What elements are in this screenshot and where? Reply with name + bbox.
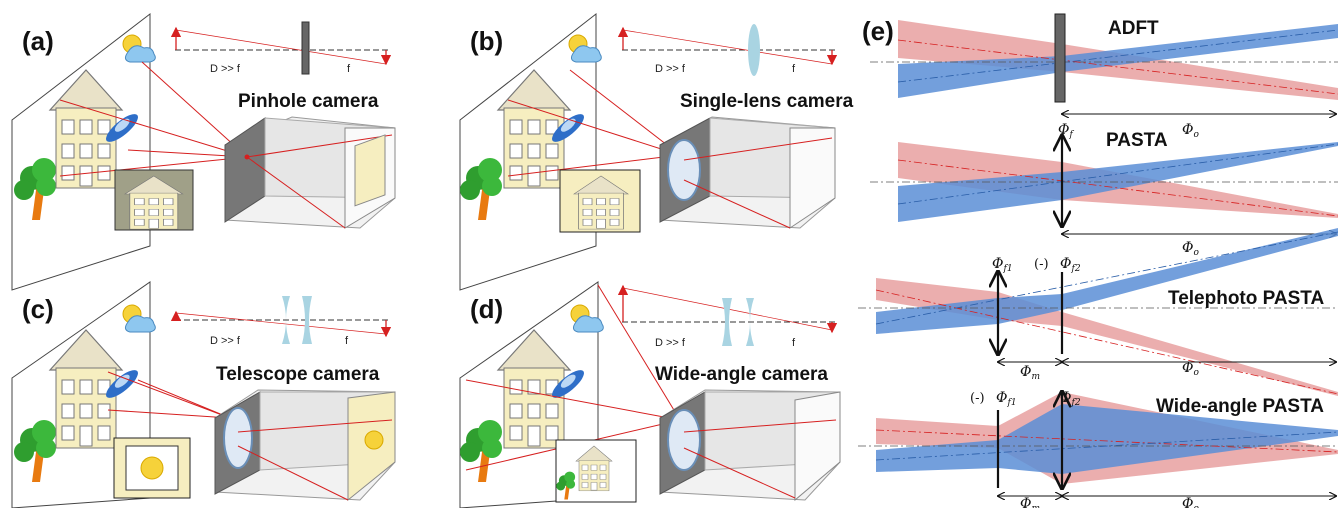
pinhole-plate xyxy=(301,21,310,75)
panel-d: (d) D >> f f Wide-angle camera xyxy=(459,281,841,508)
panel-label-e: (e) xyxy=(862,16,894,46)
row-adft: ADFT Φo xyxy=(870,13,1338,140)
focal-label: f xyxy=(792,337,796,349)
phi-f-label: Φf xyxy=(1058,122,1074,140)
distance-label: D >> f xyxy=(655,337,686,349)
lens-schematic-concave xyxy=(302,296,312,344)
panel-c: (c) D >> f f Telescope camera xyxy=(11,281,396,508)
panel-title-a: Pinhole camera xyxy=(238,91,379,112)
focal-label: f xyxy=(792,63,796,75)
panel-b: (b) D >> f f Single-lens camera xyxy=(459,12,854,291)
lens-schematic-convex xyxy=(746,298,754,346)
negative-sign: (-) xyxy=(1034,257,1049,272)
lens xyxy=(223,407,253,469)
distance-label: D >> f xyxy=(210,63,241,75)
panel-a: (a) D >> f f Pinhole camera xyxy=(11,12,396,291)
panel-e: (e) ADFT Φo PASTA Φf Φo xyxy=(858,13,1338,508)
panel-label-b: (b) xyxy=(470,26,503,56)
lens xyxy=(667,409,701,471)
row-telephoto-pasta: Telephoto PASTA Φf1 (-) Φf2 Φm Φo xyxy=(858,228,1338,396)
panel-title-d: Wide-angle camera xyxy=(655,364,828,385)
row-title-adft: ADFT xyxy=(1108,18,1159,39)
phi-f2-label: Φf2 xyxy=(1060,256,1081,274)
panel-label-c: (c) xyxy=(22,294,54,324)
panel-label-d: (d) xyxy=(470,294,503,324)
phi-f1-label: Φf1 xyxy=(992,256,1013,274)
lens xyxy=(667,139,701,201)
phi-o-label: Φo xyxy=(1182,240,1199,258)
blue-beam xyxy=(876,404,1338,474)
adft-element xyxy=(1054,13,1066,103)
negative-sign: (-) xyxy=(970,391,985,406)
panel-label-a: (a) xyxy=(22,26,54,56)
phi-m-label: Φm xyxy=(1020,496,1040,508)
phi-f1-label: Φf1 xyxy=(996,390,1017,408)
phi-m-label: Φm xyxy=(1020,364,1040,382)
phi-o-label: Φo xyxy=(1182,360,1199,378)
distance-label: D >> f xyxy=(655,63,686,75)
blue-beam xyxy=(876,228,1338,334)
panel-title-b: Single-lens camera xyxy=(680,91,854,112)
focal-label: f xyxy=(347,63,351,75)
row-title-pasta: PASTA xyxy=(1106,130,1168,151)
row-wide-angle-pasta: Wide-angle PASTA (-) Φf1 Φf2 Φm Φo xyxy=(858,390,1338,508)
row-pasta: PASTA Φf Φo xyxy=(870,122,1338,258)
lens-schematic xyxy=(748,24,760,76)
distance-label: D >> f xyxy=(210,335,241,347)
phi-o-label: Φo xyxy=(1182,122,1199,140)
panel-title-c: Telescope camera xyxy=(216,364,380,385)
phi-f2-label: Φf2 xyxy=(1060,390,1081,408)
blue-beam xyxy=(898,24,1338,98)
lens-schematic-concave xyxy=(722,298,732,346)
lens-schematic-convex xyxy=(282,296,290,344)
focal-label: f xyxy=(345,335,349,347)
row-title-telephoto: Telephoto PASTA xyxy=(1168,288,1324,309)
row-title-wide-angle: Wide-angle PASTA xyxy=(1156,396,1324,417)
phi-o-label: Φo xyxy=(1182,496,1199,508)
